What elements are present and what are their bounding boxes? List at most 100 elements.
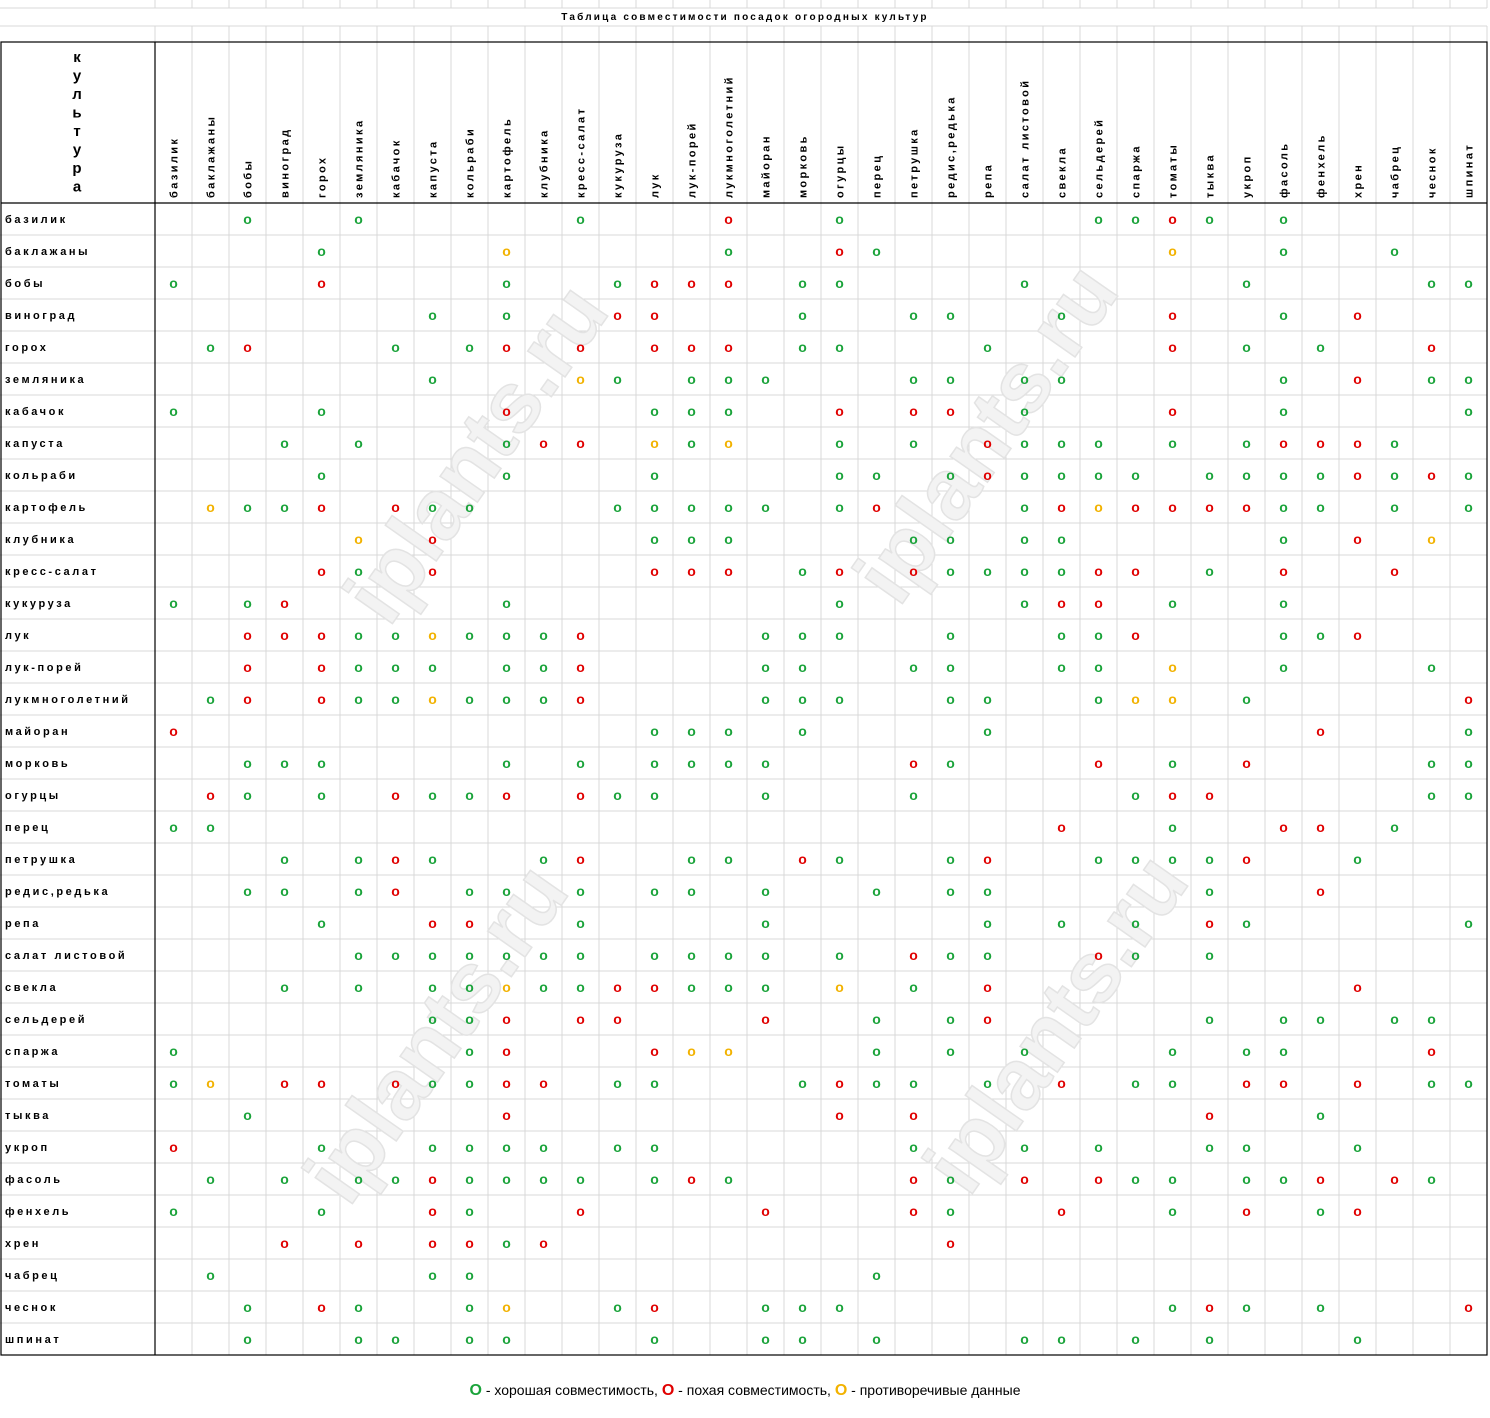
legend-bad-symbol: O <box>661 1382 675 1399</box>
mark-good: o <box>206 339 215 355</box>
mark-good: o <box>946 307 955 323</box>
mark-bad: o <box>650 339 659 355</box>
mark-good: o <box>946 947 955 963</box>
mark-good: o <box>465 947 474 963</box>
row-header: базилик <box>5 214 68 226</box>
mark-good: o <box>909 531 918 547</box>
mark-good: o <box>1131 787 1140 803</box>
mark-good: o <box>724 499 733 515</box>
mark-good: o <box>169 1075 178 1091</box>
row-header: бобы <box>5 278 45 290</box>
mark-good: o <box>502 947 511 963</box>
mark-good: o <box>1020 467 1029 483</box>
mark-good: o <box>761 691 770 707</box>
mark-mixed: o <box>502 979 511 995</box>
mark-mixed: o <box>724 1043 733 1059</box>
mark-good: o <box>428 371 437 387</box>
column-header: кольраби <box>465 127 477 198</box>
mark-good: o <box>761 1299 770 1315</box>
mark-good: o <box>650 1139 659 1155</box>
mark-good: o <box>798 1075 807 1091</box>
mark-good: o <box>835 339 844 355</box>
mark-bad: o <box>983 435 992 451</box>
mark-good: o <box>280 979 289 995</box>
mark-bad: o <box>502 1043 511 1059</box>
mark-good: o <box>946 1203 955 1219</box>
mark-bad: o <box>1427 467 1436 483</box>
mark-bad: o <box>576 659 585 675</box>
mark-good: o <box>946 883 955 899</box>
row-header: редис,редька <box>5 886 110 898</box>
mark-good: o <box>1057 435 1066 451</box>
mark-good: o <box>1242 1043 1251 1059</box>
mark-good: o <box>872 1075 881 1091</box>
mark-good: o <box>909 1139 918 1155</box>
mark-good: o <box>761 627 770 643</box>
mark-bad: o <box>909 403 918 419</box>
mark-mixed: o <box>354 531 363 547</box>
corner-letter: у <box>73 142 82 159</box>
mark-bad: o <box>835 243 844 259</box>
legend-mixed-symbol: O <box>834 1382 848 1399</box>
mark-good: o <box>761 755 770 771</box>
mark-mixed: o <box>1094 499 1103 515</box>
mark-bad: o <box>576 1203 585 1219</box>
mark-bad: o <box>835 563 844 579</box>
mark-good: o <box>206 819 215 835</box>
mark-bad: o <box>243 339 252 355</box>
mark-bad: o <box>354 1235 363 1251</box>
mark-good: o <box>1353 1139 1362 1155</box>
mark-good: o <box>502 467 511 483</box>
column-header: кукуруза <box>613 132 625 198</box>
mark-bad: o <box>502 1107 511 1123</box>
mark-bad: o <box>1094 563 1103 579</box>
mark-bad: o <box>1168 307 1177 323</box>
mark-good: o <box>1094 851 1103 867</box>
mark-bad: o <box>206 787 215 803</box>
mark-good: o <box>502 627 511 643</box>
row-header: картофель <box>5 502 88 514</box>
row-header: огурцы <box>5 790 61 802</box>
watermark-text-1: iplants.ru <box>326 267 627 639</box>
column-header: бобы <box>243 159 255 198</box>
row-header: морковь <box>5 758 70 770</box>
column-header: баклажаны <box>206 115 218 198</box>
mark-bad: o <box>1353 1075 1362 1091</box>
mark-bad: o <box>1353 307 1362 323</box>
mark-good: o <box>1279 499 1288 515</box>
mark-bad: o <box>576 1011 585 1027</box>
mark-good: o <box>280 435 289 451</box>
legend-bad-text: - похая совместимость, <box>674 1382 835 1398</box>
mark-good: o <box>687 883 696 899</box>
mark-bad: o <box>1020 1171 1029 1187</box>
mark-bad: o <box>761 1011 770 1027</box>
mark-good: o <box>687 531 696 547</box>
mark-bad: o <box>428 1171 437 1187</box>
mark-good: o <box>724 1171 733 1187</box>
mark-bad: o <box>317 659 326 675</box>
mark-good: o <box>1390 1011 1399 1027</box>
mark-good: o <box>724 723 733 739</box>
mark-good: o <box>354 691 363 707</box>
mark-good: o <box>687 755 696 771</box>
mark-good: o <box>613 275 622 291</box>
row-header: салат листовой <box>5 950 127 962</box>
mark-bad: o <box>317 1299 326 1315</box>
row-header: майоран <box>5 726 70 738</box>
mark-good: o <box>687 403 696 419</box>
mark-good: o <box>576 947 585 963</box>
mark-bad: o <box>946 403 955 419</box>
mark-mixed: o <box>428 627 437 643</box>
mark-bad: o <box>169 723 178 739</box>
mark-good: o <box>650 467 659 483</box>
mark-good: o <box>539 659 548 675</box>
mark-good: o <box>1390 819 1399 835</box>
mark-good: o <box>1168 1075 1177 1091</box>
mark-good: o <box>539 1139 548 1155</box>
mark-good: o <box>761 915 770 931</box>
mark-bad: o <box>317 627 326 643</box>
row-header: лук <box>5 630 31 642</box>
mark-good: o <box>1279 1043 1288 1059</box>
column-header: чеснок <box>1427 146 1439 198</box>
